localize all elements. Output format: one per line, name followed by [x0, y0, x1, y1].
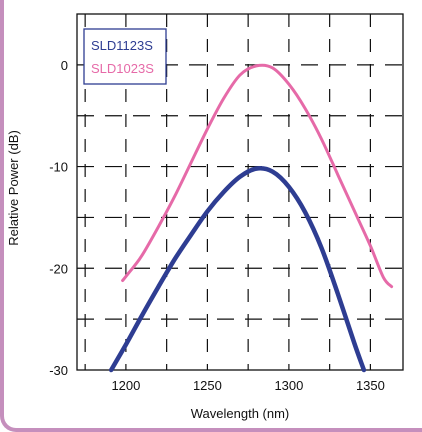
series-line-sld1123s	[108, 166, 367, 373]
y-axis-title: Relative Power (dB)	[6, 130, 21, 246]
x-tick-label: 1200	[111, 378, 140, 393]
legend-box	[83, 28, 167, 85]
x-tick-label: 1300	[274, 378, 303, 393]
series-layer	[108, 63, 394, 373]
x-axis-title: Wavelength (nm)	[191, 406, 290, 421]
legend-label-sld1123s: SLD1123S	[91, 38, 153, 53]
x-tick-label: 1350	[356, 378, 385, 393]
x-tick-label: 1250	[193, 378, 222, 393]
y-tick-label: -20	[49, 261, 68, 276]
plot-area-border	[76, 13, 404, 371]
y-tick-label: -30	[49, 363, 68, 378]
y-tick-label: 0	[61, 58, 68, 73]
tick-labels: 1200 1250 1300 1350 0 -10 -20 -30	[49, 58, 385, 393]
legend: SLD1123S SLD1023S	[83, 28, 167, 85]
y-tick-label: -10	[49, 160, 68, 175]
legend-label-sld1023s: SLD1023S	[91, 61, 154, 76]
series-line-sld1023s	[121, 63, 394, 289]
